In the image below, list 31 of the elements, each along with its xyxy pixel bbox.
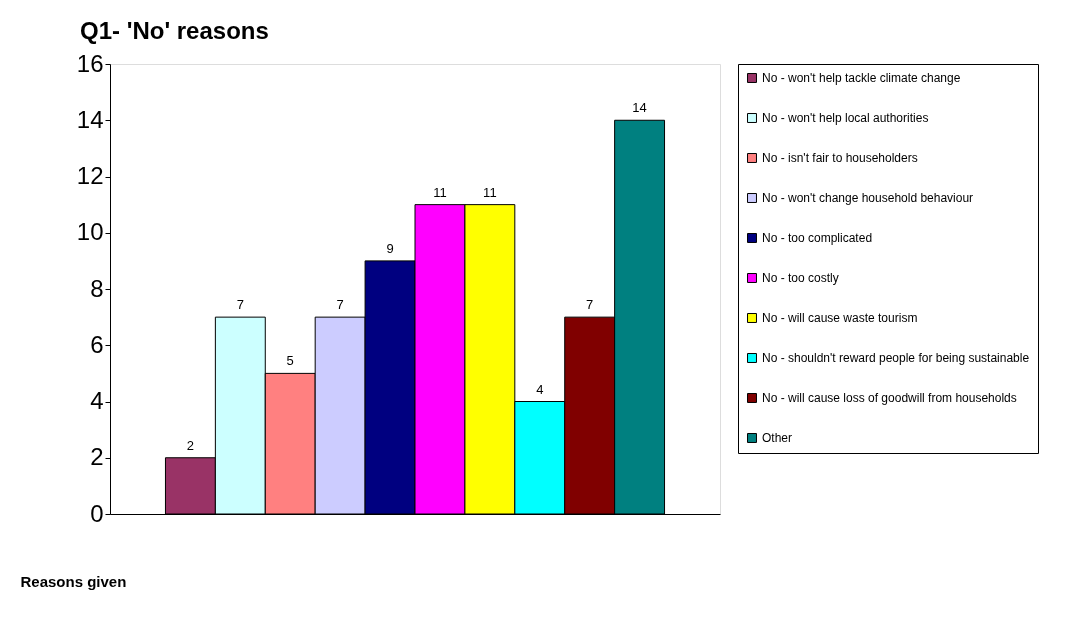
x-axis-title: Reasons given	[20, 572, 127, 590]
legend-label: Other	[762, 431, 793, 445]
legend-label: No - won't help tackle climate change	[762, 71, 961, 85]
y-tick-label: 4	[90, 387, 104, 414]
y-tick-label: 8	[90, 274, 104, 302]
y-tick-label: 6	[90, 330, 104, 358]
data-label: 11	[483, 184, 497, 200]
legend-label: No - isn't fair to householders	[762, 151, 918, 165]
y-tick-label: 16	[76, 49, 104, 77]
legend-label: No - too complicated	[762, 231, 873, 245]
data-label: 7	[236, 297, 244, 313]
data-label: 7	[586, 297, 594, 313]
y-tick-label: 14	[76, 105, 104, 133]
data-label: 4	[536, 381, 544, 397]
legend-label: No - won't change household behaviour	[762, 191, 974, 205]
data-label: 9	[386, 240, 394, 256]
data-label: 7	[336, 297, 344, 313]
legend-label: No - will cause waste tourism	[762, 311, 918, 325]
data-label: 11	[433, 184, 447, 200]
y-tick-label: 12	[76, 162, 104, 189]
data-label: 2	[186, 437, 195, 453]
chart-title: Q1- 'No' reasons	[80, 17, 269, 44]
data-label: 5	[286, 353, 294, 369]
y-tick-label: 2	[90, 443, 104, 471]
legend-label: No - shouldn't reward people for being sustainable	[762, 351, 1030, 365]
legend-label: No - too costly	[762, 271, 839, 285]
legend-label: No - will cause loss of goodwill from households	[762, 391, 1017, 405]
y-tick-label: 0	[90, 499, 104, 527]
data-label: 14	[632, 100, 647, 116]
y-tick-label: 10	[76, 218, 104, 246]
legend-label: No - won't help local authorities	[762, 111, 929, 125]
